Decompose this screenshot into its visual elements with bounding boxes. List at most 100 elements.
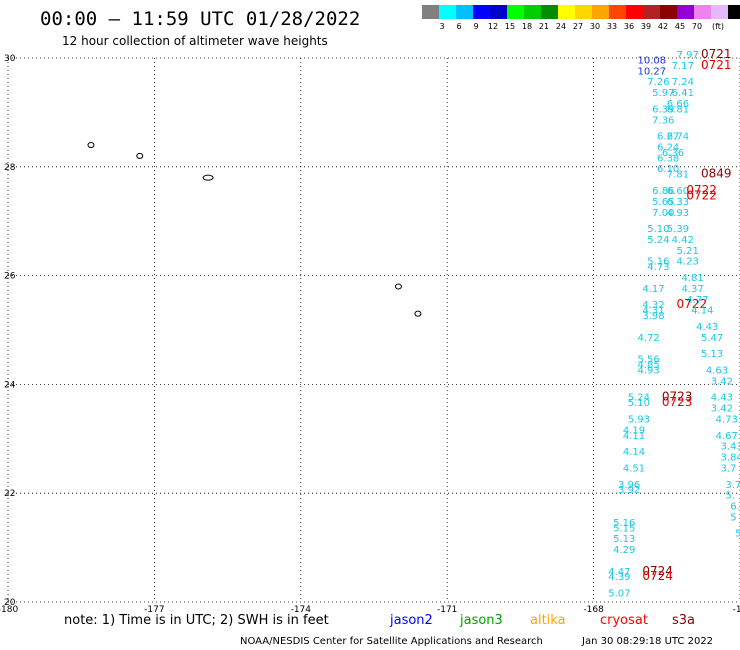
lon-tick-label: -174 (291, 605, 312, 615)
wave-height-label: 6.41 (672, 88, 694, 99)
legend-swatch (575, 5, 592, 19)
wave-height-label: 4.43 (711, 393, 733, 404)
legend-swatch (541, 5, 558, 19)
wave-height-label: 4.14 (691, 306, 713, 317)
legend-swatch (677, 5, 694, 19)
legend-label: 21 (538, 22, 550, 31)
wave-height-label: 5.93 (628, 414, 650, 425)
wave-height-label: 7.81 (667, 170, 689, 181)
pass-time-label: 0722 (677, 297, 708, 311)
legend-label: 24 (555, 22, 567, 31)
legend-label: 27 (572, 22, 584, 31)
wave-height-label: 3.7 (725, 480, 740, 491)
wave-height-label: 5.07 (608, 589, 630, 600)
wave-height-label: 7.36 (652, 115, 674, 126)
legend-label: 36 (623, 22, 635, 31)
wave-height-label: 5.24 (647, 235, 669, 246)
wave-height-label: 6.86 (652, 186, 674, 197)
page-title: 00:00 – 11:59 UTC 01/28/2022 (40, 8, 361, 30)
legend-swatch (456, 5, 473, 19)
wave-height-label: 3.7 (720, 463, 736, 474)
lat-tick-label: 26 (4, 272, 16, 282)
wave-height-label: 6.38 (657, 153, 679, 164)
wave-height-label: 6.60 (667, 186, 689, 197)
wave-height-label: 4.77 (686, 295, 708, 306)
legend-label: 30 (589, 22, 601, 31)
wave-height-label: 4.19 (623, 425, 645, 436)
wave-height-label: 6.66 (667, 99, 689, 110)
legend-label: 33 (606, 22, 618, 31)
island-outline (87, 142, 95, 149)
legend-swatch (609, 5, 626, 19)
wave-height-label: 5.21 (677, 246, 699, 257)
wave-height-label: 4.93 (638, 366, 660, 377)
legend-swatch (592, 5, 609, 19)
wave-height-label: 6.39 (652, 104, 674, 115)
legend-label: 15 (504, 22, 516, 31)
legend-swatch (473, 5, 490, 19)
legend-label: 3 (439, 22, 445, 31)
wave-height-label: 6.10 (657, 164, 679, 175)
wave-height-label: 5.13 (613, 534, 635, 545)
satellite-jason3: jason3 (460, 613, 503, 628)
wave-height-label: 6.27 (657, 132, 679, 143)
satellite-altika: altika (530, 613, 566, 628)
wave-height-label: 5.15 (613, 523, 635, 534)
wave-height-label: 4.51 (623, 463, 645, 474)
lat-tick-label: 30 (4, 54, 16, 64)
wave-height-label: 4.31 (642, 306, 664, 317)
wave-height-label: 4.11 (623, 431, 645, 442)
wave-height-label: 10.08 (638, 55, 667, 66)
wave-height-label: 4.73 (647, 262, 669, 273)
wave-height-label: 6.74 (667, 132, 689, 143)
footnote: note: 1) Time is in UTC; 2) SWH is in fe… (64, 613, 329, 628)
legend-swatch (558, 5, 575, 19)
wave-height-label: 4.85 (638, 360, 660, 371)
legend-label: 70 (691, 22, 703, 31)
wave-height-label: 5.65 (652, 197, 674, 208)
legend-swatch (728, 5, 740, 19)
legend-swatch (422, 5, 439, 19)
lon-tick-label: -16 (733, 605, 740, 615)
wave-height-label: 5 (730, 512, 736, 523)
wave-height-label: 5.39 (667, 224, 689, 235)
wave-height-label: 3.96 (618, 480, 640, 491)
wave-height-label: 3.42 (711, 404, 733, 415)
wave-height-label: 5.24 (628, 393, 650, 404)
island-outline (202, 174, 214, 181)
wave-height-label: 4.81 (681, 273, 703, 284)
wave-height-label: 5.10 (647, 224, 669, 235)
pass-time-label: 0849 (701, 167, 732, 181)
wave-height-label: 6.81 (667, 104, 689, 115)
satellite-jason2: jason2 (390, 613, 433, 628)
legend-label: 39 (640, 22, 652, 31)
wave-height-label: 7.26 (647, 77, 669, 88)
wave-height-label: 4.39 (608, 572, 630, 583)
wave-height-label: 5.13 (701, 349, 723, 360)
wave-height-label: 3.42 (711, 376, 733, 387)
wave-height-label: 3.84 (720, 453, 740, 464)
wave-height-label: 5 (735, 529, 740, 540)
pass-time-label: 0721 (701, 58, 732, 72)
wave-height-label: 4.42 (672, 235, 694, 246)
wave-height-label: 4.23 (677, 257, 699, 268)
lat-tick-label: 20 (4, 598, 16, 608)
wave-height-label: 5. (725, 491, 735, 502)
wave-height-label: 6.33 (667, 197, 689, 208)
wave-height-label: 4.72 (638, 333, 660, 344)
lat-tick-label: 24 (4, 380, 16, 390)
wave-height-label: 5.16 (613, 518, 635, 529)
wave-height-label: 4.32 (642, 300, 664, 311)
wave-height-label: 4.93 (667, 208, 689, 219)
credit-line: NOAA/NESDIS Center for Satellite Applica… (240, 636, 543, 647)
pass-time-label: 0724 (642, 564, 673, 578)
legend-swatch (626, 5, 643, 19)
wave-height-label: 4.63 (706, 366, 728, 377)
pass-time-label: 0723 (662, 395, 693, 409)
wave-height-label: 4.29 (613, 545, 635, 556)
island-outline (414, 310, 422, 317)
legend-swatch (643, 5, 660, 19)
pass-time-label: 0721 (701, 47, 732, 61)
legend-label: 45 (674, 22, 686, 31)
